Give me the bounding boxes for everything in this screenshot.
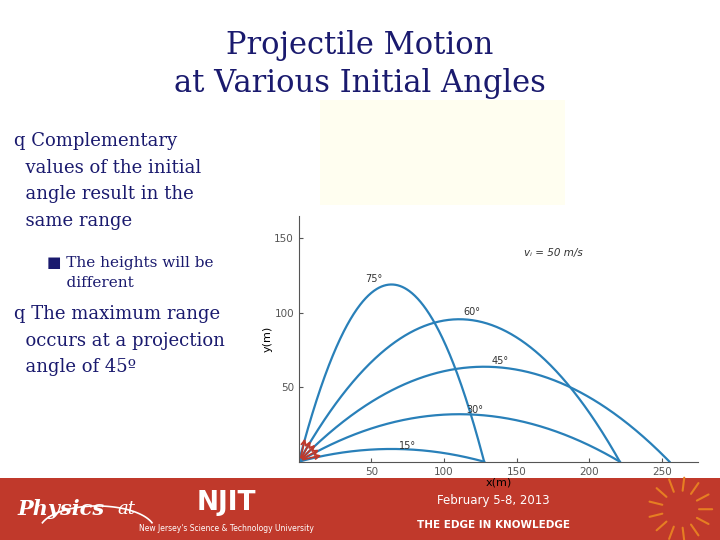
Text: ■ The heights will be
    different: ■ The heights will be different xyxy=(47,256,213,290)
Text: New Jersey's Science & Technology University: New Jersey's Science & Technology Univer… xyxy=(140,524,314,532)
Text: THE EDGE IN KNOWLEDGE: THE EDGE IN KNOWLEDGE xyxy=(417,520,570,530)
Text: Physics: Physics xyxy=(17,499,105,519)
Text: 30°: 30° xyxy=(467,404,484,415)
Text: February 5-8, 2013: February 5-8, 2013 xyxy=(437,494,549,507)
Text: 60°: 60° xyxy=(464,307,481,317)
Text: Projectile Motion: Projectile Motion xyxy=(226,30,494,62)
Text: at: at xyxy=(117,500,135,518)
Text: q The maximum range
  occurs at a projection
  angle of 45º: q The maximum range occurs at a projecti… xyxy=(14,305,225,376)
Bar xyxy=(0,478,720,540)
Text: at Various Initial Angles: at Various Initial Angles xyxy=(174,68,546,99)
Text: q Complementary
  values of the initial
  angle result in the
  same range: q Complementary values of the initial an… xyxy=(14,132,202,230)
Text: 15°: 15° xyxy=(399,441,416,451)
Text: NJIT: NJIT xyxy=(197,490,256,516)
Bar xyxy=(320,100,565,205)
X-axis label: x(m): x(m) xyxy=(485,478,512,488)
Text: vᵢ = 50 m/s: vᵢ = 50 m/s xyxy=(524,248,582,258)
Text: 75°: 75° xyxy=(365,273,382,284)
Y-axis label: y(m): y(m) xyxy=(263,326,273,352)
Text: 45°: 45° xyxy=(492,356,508,366)
